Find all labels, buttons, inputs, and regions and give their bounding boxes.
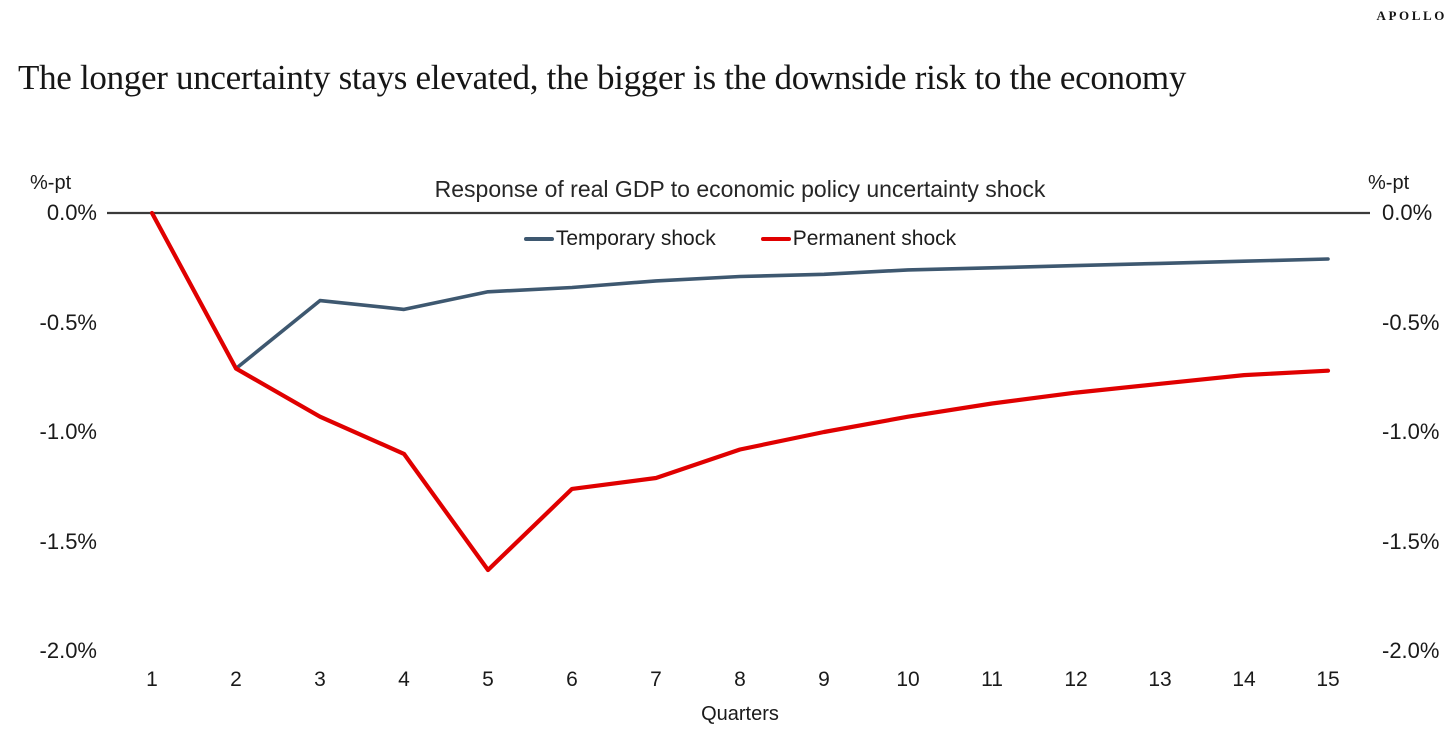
- page-title: The longer uncertainty stays elevated, t…: [18, 58, 1187, 97]
- y-tick-label-left: 0.0%: [46, 200, 97, 225]
- legend-label-permanent-shock: Permanent shock: [792, 227, 957, 250]
- y-tick-label-left: -0.5%: [39, 310, 97, 335]
- x-tick-label: 5: [482, 668, 494, 691]
- chart-legend: Temporary shock Permanent shock: [110, 227, 1370, 251]
- x-tick-label: 12: [1064, 668, 1088, 691]
- x-tick-label: 7: [650, 668, 662, 691]
- y-axis-unit-left: %-pt: [30, 172, 72, 194]
- line-plot: [107, 210, 1370, 573]
- permanent-shock-line-swatch: [760, 236, 791, 242]
- x-tick-label: 13: [1148, 668, 1172, 691]
- x-tick-label: 11: [981, 668, 1003, 691]
- temporary-shock-line: [150, 211, 1330, 371]
- legend-item-temporary-shock: Temporary shock: [523, 227, 716, 251]
- x-tick-label: 10: [896, 668, 920, 691]
- legend-label-temporary-shock: Temporary shock: [555, 227, 716, 250]
- x-axis-title: Quarters: [701, 703, 779, 725]
- x-tick-label: 4: [398, 668, 410, 691]
- y-tick-label-right: -1.0%: [1382, 419, 1440, 444]
- x-tick-label: 6: [566, 668, 578, 691]
- x-tick-label: 8: [734, 668, 746, 691]
- permanent-shock-line: [149, 210, 1331, 573]
- y-tick-label-right: -1.5%: [1382, 529, 1440, 554]
- y-tick-label-left: -1.5%: [39, 529, 97, 554]
- x-tick-label: 3: [314, 668, 326, 691]
- x-tick-label: 2: [230, 668, 242, 691]
- y-tick-label-right: -2.0%: [1382, 638, 1440, 663]
- x-tick-label: 14: [1232, 668, 1256, 691]
- y-axis-unit-right: %-pt: [1368, 172, 1410, 194]
- legend-item-permanent-shock: Permanent shock: [760, 227, 957, 251]
- y-tick-label-right: 0.0%: [1382, 200, 1433, 225]
- x-tick-label: 9: [818, 668, 830, 691]
- apollo-logo: APOLLO: [1376, 8, 1447, 23]
- x-tick-label: 1: [146, 668, 158, 691]
- y-tick-label-left: -1.0%: [39, 419, 97, 444]
- chart-title: Response of real GDP to economic policy …: [434, 176, 1046, 202]
- x-tick-label: 15: [1316, 668, 1340, 691]
- gdp-response-chart: Response of real GDP to economic policy …: [0, 150, 1456, 736]
- y-tick-label-left: -2.0%: [39, 638, 97, 663]
- y-tick-label-right: -0.5%: [1382, 310, 1440, 335]
- temporary-shock-line-swatch: [523, 236, 554, 242]
